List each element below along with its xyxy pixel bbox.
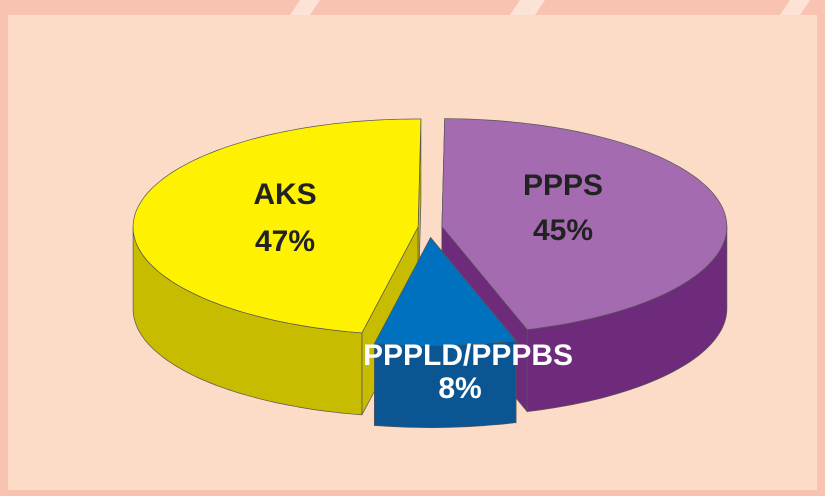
slice-label: PPPS — [523, 169, 603, 202]
slice-label: PPPLD/PPPBS — [363, 339, 573, 372]
slice-value-label: 45% — [533, 214, 593, 247]
stripe — [290, 0, 320, 15]
stripe — [780, 0, 810, 15]
stripe — [510, 0, 545, 15]
slice-top — [373, 236, 517, 346]
slice-label: AKS — [253, 178, 316, 211]
slice-top — [132, 118, 422, 334]
slice-value-label: 8% — [438, 372, 481, 405]
slice-top — [441, 118, 728, 330]
slice-value-label: 47% — [255, 225, 315, 258]
